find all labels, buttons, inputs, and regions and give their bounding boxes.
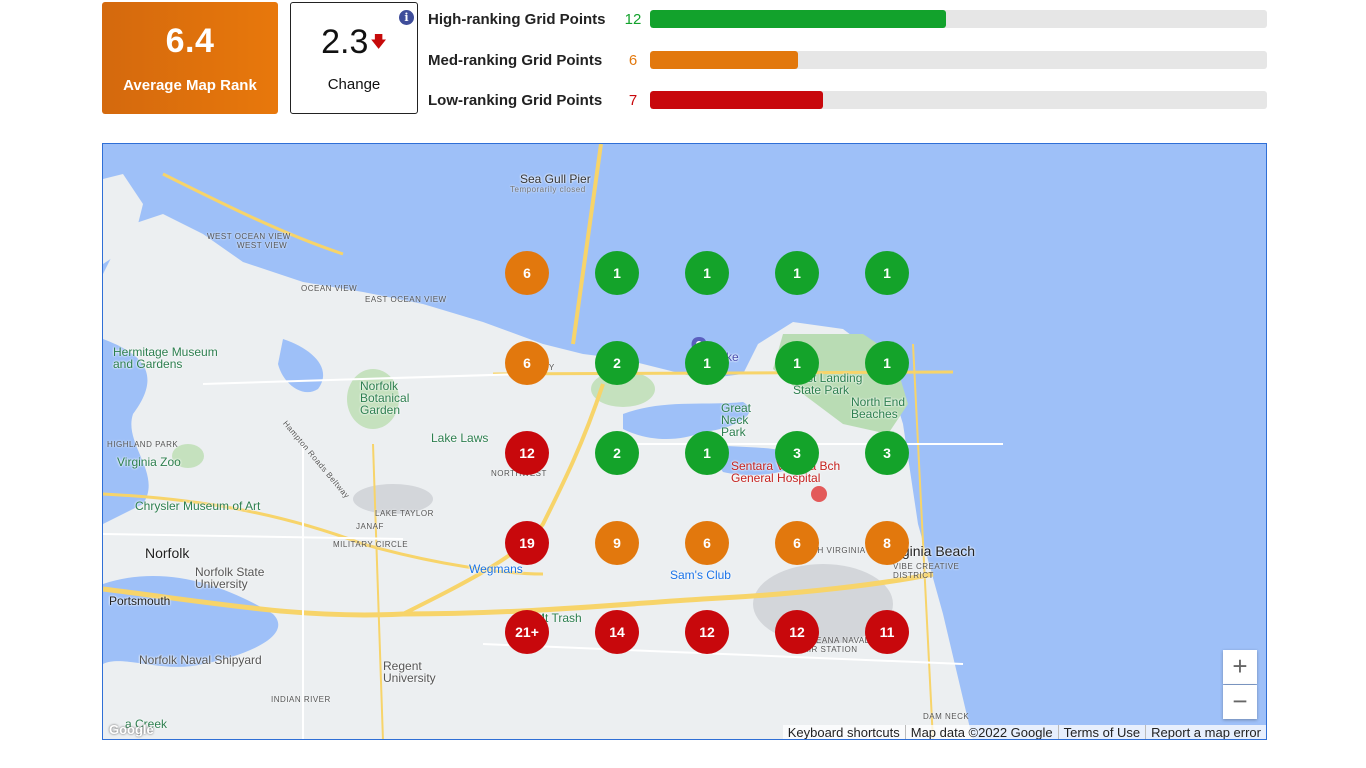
grid-point-marker[interactable]: 1	[775, 251, 819, 295]
grid-point-marker[interactable]: 1	[685, 341, 729, 385]
down-arrow-icon: 🡇	[370, 33, 387, 51]
report-error-link[interactable]: Report a map error	[1145, 725, 1266, 739]
janaf-label: JANAF	[356, 522, 384, 531]
change-label: Change	[327, 76, 381, 93]
map[interactable]: Sea Gull Pier Temporarily closed WEST OC…	[102, 143, 1267, 740]
highland-park-label: HIGHLAND PARK	[107, 440, 179, 449]
high-ranking-row: High-ranking Grid Points 12	[428, 9, 1268, 31]
average-rank-label: Average Map Rank	[123, 77, 257, 94]
oceana-label: OCEANA NAVAL AIR STATION	[803, 636, 870, 654]
med-ranking-track	[650, 51, 1267, 69]
chrysler-museum-label[interactable]: Chrysler Museum of Art	[135, 499, 261, 513]
grid-point-marker[interactable]: 1	[685, 251, 729, 295]
med-ranking-fill	[650, 51, 799, 69]
mt-trashmore-label[interactable]: Mt Trash	[535, 611, 582, 625]
grid-point-marker[interactable]: 8	[865, 521, 909, 565]
west-view-label: WEST VIEW	[237, 241, 288, 250]
change-value: 2.3	[321, 23, 369, 61]
grid-point-marker[interactable]: 1	[865, 251, 909, 295]
info-icon[interactable]: i	[399, 10, 414, 25]
med-ranking-count: 6	[628, 52, 638, 69]
zoom-in-button[interactable]: +	[1223, 650, 1257, 684]
grid-point-marker[interactable]: 6	[775, 521, 819, 565]
west-ocean-view-label: WEST OCEAN VIEW	[207, 232, 291, 241]
ocean-view-label: OCEAN VIEW	[301, 284, 358, 293]
grid-point-marker[interactable]: 1	[775, 341, 819, 385]
portsmouth-label: Portsmouth	[109, 594, 171, 608]
med-ranking-label: Med-ranking Grid Points	[428, 52, 603, 69]
low-ranking-track	[650, 91, 1267, 109]
indian-river-label: INDIAN RIVER	[271, 695, 331, 704]
grid-point-marker[interactable]: 12	[505, 431, 549, 475]
norfolk-naval-shipyard-label[interactable]: Norfolk Naval Shipyard	[139, 653, 262, 667]
change-card: 2.3 🡇 Change i	[290, 2, 418, 114]
norfolk-label: Norfolk	[145, 545, 190, 561]
norfolk-state-label[interactable]: Norfolk State University	[195, 565, 265, 591]
grid-point-marker[interactable]: 14	[595, 610, 639, 654]
north-end-beaches-label[interactable]: North End Beaches	[851, 395, 906, 421]
grid-point-marker[interactable]: 19	[505, 521, 549, 565]
grid-point-marker[interactable]: 9	[595, 521, 639, 565]
high-ranking-count: 12	[624, 11, 642, 28]
terms-link[interactable]: Terms of Use	[1057, 725, 1146, 739]
military-circle-label: MILITARY CIRCLE	[333, 540, 409, 549]
grid-point-marker[interactable]: 3	[775, 431, 819, 475]
keyboard-shortcuts-link[interactable]: Keyboard shortcuts	[787, 725, 900, 740]
grid-point-marker[interactable]: 6	[685, 521, 729, 565]
lake-taylor-label: LAKE TAYLOR	[375, 509, 434, 518]
high-ranking-fill	[650, 10, 947, 28]
grid-point-marker[interactable]: 12	[685, 610, 729, 654]
zoom-out-button[interactable]: −	[1223, 685, 1257, 719]
temporarily-closed-label: Temporarily closed	[510, 185, 586, 194]
sams-club-label[interactable]: Sam's Club	[670, 568, 731, 582]
regent-university-label[interactable]: Regent University	[383, 659, 436, 685]
low-ranking-count: 7	[628, 92, 638, 109]
low-ranking-fill	[650, 91, 823, 109]
grid-point-marker[interactable]: 1	[595, 251, 639, 295]
grid-point-marker[interactable]: 2	[595, 341, 639, 385]
norfolk-botanical-label[interactable]: Norfolk Botanical Garden	[360, 379, 410, 417]
low-ranking-label: Low-ranking Grid Points	[428, 92, 603, 109]
vibe-creative-district-label: VIBE CREATIVE DISTRICT	[893, 562, 960, 580]
high-ranking-track	[650, 10, 1267, 28]
dam-neck-label: DAM NECK	[923, 712, 970, 721]
lake-lawson-label: Lake Laws	[431, 431, 489, 445]
grid-point-marker[interactable]: 1	[685, 431, 729, 475]
grid-point-marker[interactable]: 11	[865, 610, 909, 654]
wegmans-label[interactable]: Wegmans	[469, 562, 523, 576]
grid-point-marker[interactable]: 21+	[505, 610, 549, 654]
high-ranking-label: High-ranking Grid Points	[428, 11, 606, 28]
average-rank-card: 6.4 Average Map Rank	[102, 2, 278, 114]
creek-label: a Creek	[125, 717, 168, 731]
virginia-zoo-label[interactable]: Virginia Zoo	[117, 455, 181, 469]
great-neck-park-label[interactable]: Great Neck Park	[721, 401, 752, 439]
grid-point-marker[interactable]: 3	[865, 431, 909, 475]
grid-point-marker[interactable]: 1	[865, 341, 909, 385]
east-ocean-view-label: EAST OCEAN VIEW	[365, 295, 447, 304]
low-ranking-row: Low-ranking Grid Points 7	[428, 90, 1268, 112]
google-logo: Google	[109, 722, 154, 737]
hermitage-museum-label[interactable]: Hermitage Museum and Gardens	[113, 345, 218, 371]
map-data-text: Map data ©2022 Google	[904, 725, 1058, 739]
change-value-wrap: 2.3 🡇	[291, 23, 417, 62]
average-rank-value: 6.4	[165, 22, 215, 60]
north-virginia-beach-label: NORTH VIRGINIA BEACH	[793, 546, 898, 555]
map-footer: Keyboard shortcuts Map data ©2022 Google T…	[782, 725, 1266, 740]
grid-point-marker[interactable]: 6	[505, 341, 549, 385]
grid-point-marker[interactable]: 6	[505, 251, 549, 295]
sea-gull-pier-label[interactable]: Sea Gull Pier	[520, 172, 591, 186]
grid-point-marker[interactable]: 12	[775, 610, 819, 654]
med-ranking-row: Med-ranking Grid Points 6	[428, 50, 1268, 72]
grid-point-marker[interactable]: 2	[595, 431, 639, 475]
